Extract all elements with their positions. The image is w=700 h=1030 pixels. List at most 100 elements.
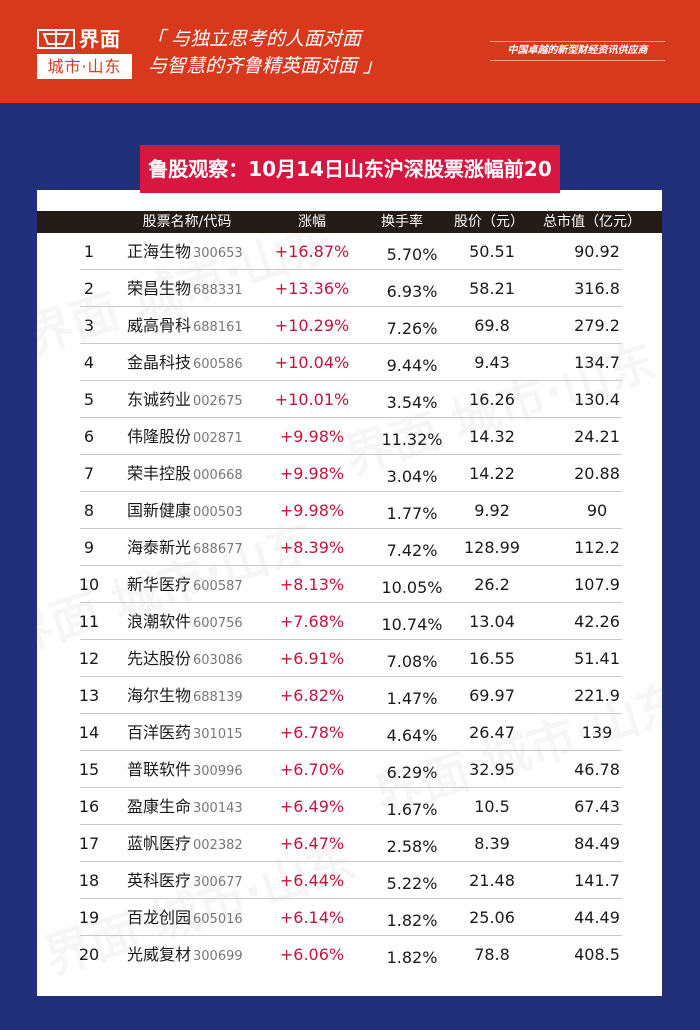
market-cap-cell: 51.41 bbox=[574, 649, 620, 668]
stock-name: 威高骨科 bbox=[127, 316, 192, 335]
stock-code: 300699 bbox=[193, 949, 243, 964]
price-cell: 14.32 bbox=[469, 427, 515, 446]
rank-cell: 8 bbox=[83, 501, 95, 520]
market-cap-cell: 112.2 bbox=[574, 538, 620, 557]
page-title: 鲁股观察：10月14日山东沪深股票涨幅前20 bbox=[140, 145, 560, 193]
change-cell: +16.87% bbox=[274, 242, 350, 261]
turnover-cell: 1.77% bbox=[386, 504, 438, 523]
stock-table-card: 界面 城市·山东 界面 城市·山东 界面 城市·山东 界面 城市·山东 界面 城… bbox=[37, 190, 662, 996]
price-cell: 10.5 bbox=[474, 797, 510, 816]
stock-name: 金晶科技 bbox=[127, 353, 192, 372]
price-cell: 14.22 bbox=[469, 464, 515, 483]
market-cap-cell: 221.9 bbox=[574, 686, 620, 705]
change-cell: +6.49% bbox=[279, 797, 345, 816]
stock-name: 东诚药业 bbox=[127, 390, 192, 409]
stock-name-code-cell: 威高骨科 688161 bbox=[127, 307, 247, 346]
stock-name: 百洋医药 bbox=[127, 723, 192, 742]
stock-name: 海尔生物 bbox=[127, 686, 192, 705]
stock-name: 蓝帆医疗 bbox=[127, 834, 192, 853]
stock-name-code-cell: 浪潮软件 600756 bbox=[127, 603, 247, 642]
turnover-cell: 7.26% bbox=[386, 319, 438, 338]
stock-code: 688161 bbox=[193, 320, 243, 335]
stock-name: 正海生物 bbox=[127, 242, 192, 261]
column-header-change: 涨幅 bbox=[298, 214, 326, 230]
turnover-cell: 1.82% bbox=[386, 911, 438, 930]
price-cell: 16.26 bbox=[469, 390, 515, 409]
table-row: 6 伟隆股份 002871 +9.98% 11.32% 14.32 24.21 bbox=[37, 418, 662, 455]
market-cap-cell: 408.5 bbox=[574, 945, 620, 964]
market-cap-cell: 20.88 bbox=[574, 464, 620, 483]
top-banner: 界面 城市·山东 「 与独立思考的人面对面 与智慧的齐鲁精英面对面 」 中国卓越… bbox=[0, 0, 700, 103]
stock-code: 605016 bbox=[193, 912, 243, 927]
stock-name: 荣丰控股 bbox=[127, 464, 192, 483]
change-cell: +9.98% bbox=[279, 427, 345, 446]
market-cap-cell: 279.2 bbox=[574, 316, 620, 335]
table-row: 5 东诚药业 002675 +10.01% 3.54% 16.26 130.4 bbox=[37, 381, 662, 418]
change-cell: +10.01% bbox=[274, 390, 350, 409]
column-header-name-code: 股票名称/代码 bbox=[142, 214, 232, 230]
stock-code: 600587 bbox=[193, 579, 243, 594]
market-cap-cell: 139 bbox=[581, 723, 613, 742]
table-row: 1 正海生物 300653 +16.87% 5.70% 50.51 90.92 bbox=[37, 233, 662, 270]
turnover-cell: 1.67% bbox=[386, 800, 438, 819]
price-cell: 69.8 bbox=[474, 316, 510, 335]
stock-name-code-cell: 伟隆股份 002871 bbox=[127, 418, 247, 457]
table-row: 17 蓝帆医疗 002382 +6.47% 2.58% 8.39 84.49 bbox=[37, 825, 662, 862]
stock-name-code-cell: 新华医疗 600587 bbox=[127, 566, 247, 605]
stock-code: 300653 bbox=[193, 246, 243, 261]
price-cell: 25.06 bbox=[469, 908, 515, 927]
change-cell: +9.98% bbox=[279, 501, 345, 520]
stock-code: 600586 bbox=[193, 357, 243, 372]
turnover-cell: 3.04% bbox=[386, 467, 438, 486]
market-cap-cell: 134.7 bbox=[574, 353, 620, 372]
stock-code: 002871 bbox=[193, 431, 243, 446]
market-cap-cell: 42.26 bbox=[574, 612, 620, 631]
turnover-cell: 9.44% bbox=[386, 356, 438, 375]
table-row: 16 盈康生命 300143 +6.49% 1.67% 10.5 67.43 bbox=[37, 788, 662, 825]
change-cell: +7.68% bbox=[279, 612, 345, 631]
market-cap-cell: 46.78 bbox=[574, 760, 620, 779]
stock-code: 688677 bbox=[193, 542, 243, 557]
change-cell: +6.82% bbox=[279, 686, 345, 705]
table-row: 15 普联软件 300996 +6.70% 6.29% 32.95 46.78 bbox=[37, 751, 662, 788]
column-header-turnover: 换手率 bbox=[381, 214, 423, 230]
change-cell: +6.06% bbox=[279, 945, 345, 964]
turnover-cell: 7.42% bbox=[386, 541, 438, 560]
turnover-cell: 5.70% bbox=[386, 245, 438, 264]
stock-name: 光威复材 bbox=[127, 945, 192, 964]
rank-cell: 20 bbox=[78, 945, 100, 964]
stock-name: 英科医疗 bbox=[127, 871, 192, 890]
price-cell: 16.55 bbox=[469, 649, 515, 668]
rank-cell: 15 bbox=[78, 760, 100, 779]
market-cap-cell: 107.9 bbox=[574, 575, 620, 594]
change-cell: +6.78% bbox=[279, 723, 345, 742]
table-row: 19 百龙创园 605016 +6.14% 1.82% 25.06 44.49 bbox=[37, 899, 662, 936]
stock-name-code-cell: 荣昌生物 688331 bbox=[127, 270, 247, 309]
stock-code: 000668 bbox=[193, 468, 243, 483]
turnover-cell: 1.82% bbox=[386, 948, 438, 967]
price-cell: 9.92 bbox=[474, 501, 510, 520]
change-cell: +8.39% bbox=[279, 538, 345, 557]
change-cell: +9.98% bbox=[279, 464, 345, 483]
stock-code: 002675 bbox=[193, 394, 243, 409]
stock-name-code-cell: 海尔生物 688139 bbox=[127, 677, 247, 716]
turnover-cell: 11.32% bbox=[381, 430, 443, 449]
change-cell: +10.04% bbox=[274, 353, 350, 372]
stock-name: 先达股份 bbox=[127, 649, 192, 668]
price-cell: 8.39 bbox=[474, 834, 510, 853]
table-row: 13 海尔生物 688139 +6.82% 1.47% 69.97 221.9 bbox=[37, 677, 662, 714]
stock-name-code-cell: 先达股份 603086 bbox=[127, 640, 247, 679]
turnover-cell: 7.08% bbox=[386, 652, 438, 671]
stock-code: 002382 bbox=[193, 838, 243, 853]
price-cell: 21.48 bbox=[469, 871, 515, 890]
stock-name-code-cell: 荣丰控股 000668 bbox=[127, 455, 247, 494]
stock-name-code-cell: 蓝帆医疗 002382 bbox=[127, 825, 247, 864]
market-cap-cell: 90 bbox=[586, 501, 608, 520]
rank-cell: 7 bbox=[83, 464, 95, 483]
table-row: 4 金晶科技 600586 +10.04% 9.44% 9.43 134.7 bbox=[37, 344, 662, 381]
turnover-cell: 4.64% bbox=[386, 726, 438, 745]
price-cell: 9.43 bbox=[474, 353, 510, 372]
stock-name: 盈康生命 bbox=[127, 797, 192, 816]
table-row: 9 海泰新光 688677 +8.39% 7.42% 128.99 112.2 bbox=[37, 529, 662, 566]
rank-cell: 3 bbox=[83, 316, 95, 335]
